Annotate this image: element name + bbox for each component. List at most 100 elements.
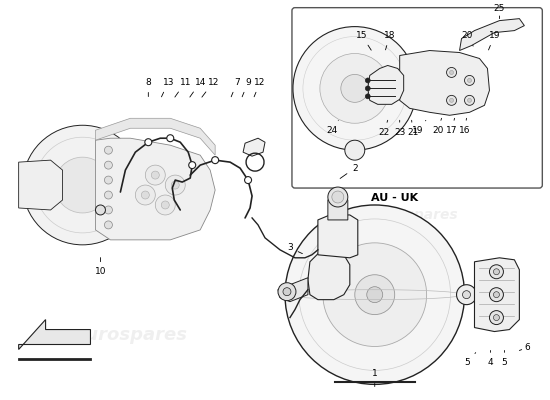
Text: 21: 21 — [407, 120, 419, 137]
Text: 9: 9 — [242, 78, 251, 97]
Polygon shape — [400, 50, 490, 115]
Text: 2: 2 — [340, 164, 358, 178]
Circle shape — [341, 74, 368, 102]
Circle shape — [104, 191, 112, 199]
Circle shape — [465, 76, 475, 85]
Text: eurospares: eurospares — [73, 156, 188, 174]
Text: 13: 13 — [162, 78, 174, 97]
Circle shape — [490, 265, 503, 279]
Circle shape — [151, 171, 159, 179]
Text: 6: 6 — [519, 343, 530, 352]
FancyBboxPatch shape — [292, 8, 542, 188]
Circle shape — [104, 146, 112, 154]
Circle shape — [135, 185, 155, 205]
Polygon shape — [318, 215, 358, 258]
Text: 14: 14 — [190, 78, 206, 97]
Circle shape — [490, 311, 503, 324]
Circle shape — [104, 176, 112, 184]
Circle shape — [320, 54, 390, 123]
Circle shape — [449, 70, 454, 74]
Text: 20: 20 — [462, 31, 473, 46]
Text: 16: 16 — [459, 118, 470, 135]
Circle shape — [468, 78, 471, 82]
Circle shape — [54, 157, 111, 213]
Text: 18: 18 — [384, 31, 395, 50]
Circle shape — [23, 125, 142, 245]
Text: 12: 12 — [202, 78, 219, 97]
Circle shape — [468, 98, 471, 102]
Text: eurospares: eurospares — [371, 208, 459, 222]
Text: 12: 12 — [254, 78, 266, 97]
Circle shape — [449, 98, 454, 102]
Circle shape — [161, 201, 169, 209]
Circle shape — [345, 140, 365, 160]
Text: 5: 5 — [465, 353, 476, 367]
Text: 5: 5 — [502, 350, 507, 367]
Polygon shape — [278, 278, 308, 302]
Text: 7: 7 — [231, 78, 240, 97]
Circle shape — [104, 221, 112, 229]
Circle shape — [328, 187, 348, 207]
Circle shape — [323, 243, 427, 346]
Circle shape — [493, 269, 499, 275]
Text: 15: 15 — [356, 31, 371, 50]
Polygon shape — [368, 66, 404, 104]
Circle shape — [447, 68, 456, 78]
Text: AU - UK: AU - UK — [371, 193, 418, 203]
Text: 25: 25 — [494, 4, 505, 19]
Circle shape — [493, 292, 499, 298]
Text: 4: 4 — [488, 350, 493, 367]
Circle shape — [96, 205, 106, 215]
Circle shape — [104, 161, 112, 169]
Text: 11: 11 — [175, 78, 191, 97]
Circle shape — [367, 287, 383, 303]
Text: 10: 10 — [95, 258, 106, 276]
Circle shape — [245, 176, 251, 184]
Text: 3: 3 — [287, 243, 303, 254]
Text: 19: 19 — [412, 120, 426, 135]
Circle shape — [490, 288, 503, 302]
Circle shape — [293, 27, 417, 150]
Text: 1: 1 — [372, 369, 378, 386]
Polygon shape — [475, 258, 519, 332]
Circle shape — [145, 139, 152, 146]
Text: eurospares: eurospares — [73, 326, 188, 344]
Text: 19: 19 — [488, 31, 500, 50]
Polygon shape — [308, 250, 350, 300]
Text: 24: 24 — [326, 120, 338, 135]
Text: 17: 17 — [446, 118, 457, 135]
Circle shape — [493, 315, 499, 320]
Text: 20: 20 — [432, 118, 443, 135]
Circle shape — [456, 285, 476, 305]
Circle shape — [145, 165, 166, 185]
Circle shape — [104, 206, 112, 214]
Circle shape — [189, 162, 196, 169]
Circle shape — [283, 288, 291, 296]
Circle shape — [171, 181, 179, 189]
Circle shape — [285, 205, 465, 384]
Polygon shape — [19, 320, 90, 350]
Text: 8: 8 — [145, 78, 151, 96]
Polygon shape — [19, 160, 63, 210]
Text: 22: 22 — [378, 120, 389, 137]
Circle shape — [332, 191, 344, 203]
Polygon shape — [96, 118, 215, 155]
Circle shape — [141, 191, 149, 199]
Polygon shape — [96, 138, 215, 240]
Circle shape — [447, 95, 456, 105]
Circle shape — [278, 283, 296, 301]
Circle shape — [355, 275, 395, 315]
Circle shape — [166, 175, 185, 195]
Circle shape — [463, 291, 470, 299]
Circle shape — [465, 95, 475, 105]
Circle shape — [365, 78, 370, 83]
Polygon shape — [243, 138, 265, 156]
Circle shape — [155, 195, 175, 215]
Circle shape — [167, 135, 174, 142]
Circle shape — [365, 86, 370, 91]
Circle shape — [365, 94, 370, 99]
Polygon shape — [328, 196, 348, 220]
Text: 23: 23 — [394, 120, 405, 137]
Polygon shape — [460, 19, 524, 50]
Circle shape — [212, 157, 219, 164]
